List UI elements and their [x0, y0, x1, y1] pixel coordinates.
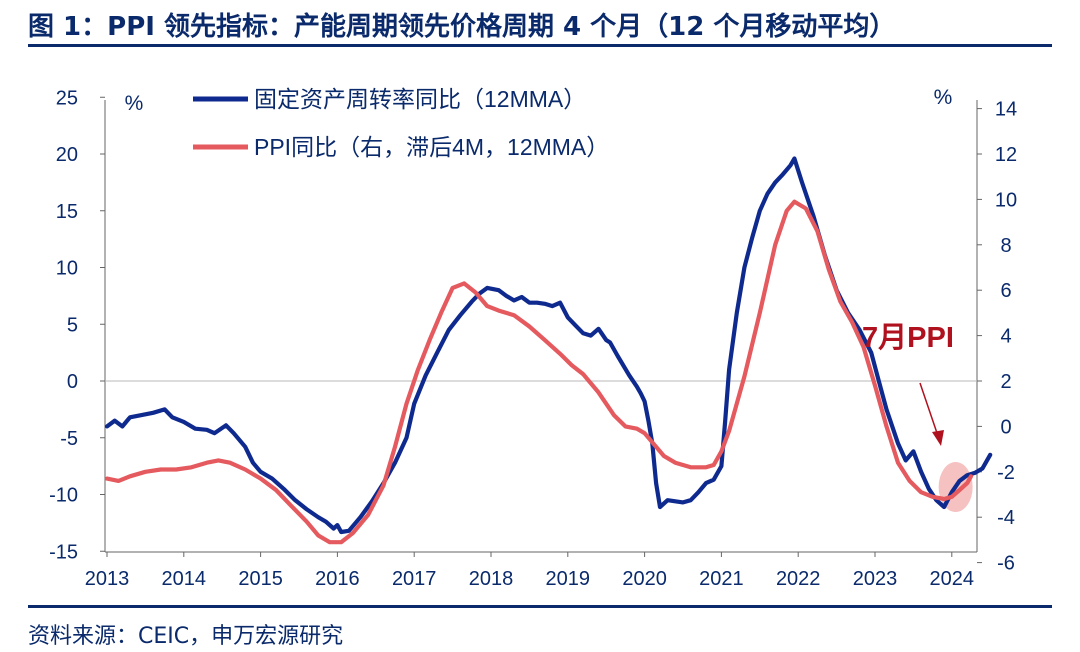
left-axis-unit: % [125, 92, 144, 115]
right-tick-label: -4 [997, 507, 1015, 529]
left-tick-label: 5 [67, 314, 78, 336]
left-tick-label: 10 [56, 258, 78, 280]
x-tick-label: 2020 [622, 568, 667, 590]
left-tick-label: -10 [49, 485, 78, 507]
right-tick-label: 0 [1000, 416, 1011, 438]
series-layer [104, 156, 993, 545]
right-tick-label: 4 [1000, 326, 1011, 348]
annotation-arrow-head [932, 430, 944, 446]
left-tick-label: 0 [67, 371, 78, 393]
x-tick-label: 2015 [238, 568, 283, 590]
x-tick-label: 2024 [930, 568, 975, 590]
source-note: 资料来源：CEIC，申万宏源研究 [28, 624, 344, 649]
x-tick-label: 2019 [546, 568, 591, 590]
annotation-layer: 7月PPI [862, 322, 954, 446]
footer-divider [28, 605, 1052, 608]
x-tick-label: 2016 [315, 568, 360, 590]
chart-legend: 固定资产周转率同比（12MMA） PPI同比（右，滞后4M，12MMA） [193, 86, 609, 160]
series-line-ppi [104, 199, 974, 545]
legend-label: PPI同比（右，滞后4M，12MMA） [254, 134, 609, 160]
right-tick-label: 14 [995, 99, 1017, 121]
annotation-label: 7月PPI [862, 322, 954, 354]
page-title: 图 1：PPI 领先指标：产能周期领先价格周期 4 个月（12 个月移动平均） [28, 12, 896, 42]
x-tick-label: 2022 [776, 568, 821, 590]
x-tick-label: 2018 [469, 568, 514, 590]
annotation-arrow-line [919, 382, 939, 437]
x-tick-label: 2023 [853, 568, 898, 590]
right-tick-label: -2 [997, 462, 1015, 484]
right-axis-unit: % [934, 86, 953, 109]
right-tick-label: -6 [997, 553, 1015, 575]
left-tick-label: 25 [56, 87, 78, 109]
legend-label: 固定资产周转率同比（12MMA） [254, 86, 586, 112]
left-tick-label: 20 [56, 144, 78, 166]
right-tick-label: 2 [1000, 371, 1011, 393]
x-tick-label: 2014 [162, 568, 207, 590]
right-tick-label: 8 [1000, 235, 1011, 257]
x-tick-label: 2013 [85, 568, 130, 590]
left-tick-label: 15 [56, 201, 78, 223]
right-tick-label: 12 [995, 144, 1017, 166]
right-tick-label: 6 [1000, 280, 1011, 302]
x-tick-label: 2017 [392, 568, 437, 590]
left-tick-label: -15 [49, 541, 78, 563]
x-tick-label: 2021 [699, 568, 744, 590]
left-tick-label: -5 [60, 428, 78, 450]
right-tick-label: 10 [995, 189, 1017, 211]
title-divider [28, 44, 1052, 47]
